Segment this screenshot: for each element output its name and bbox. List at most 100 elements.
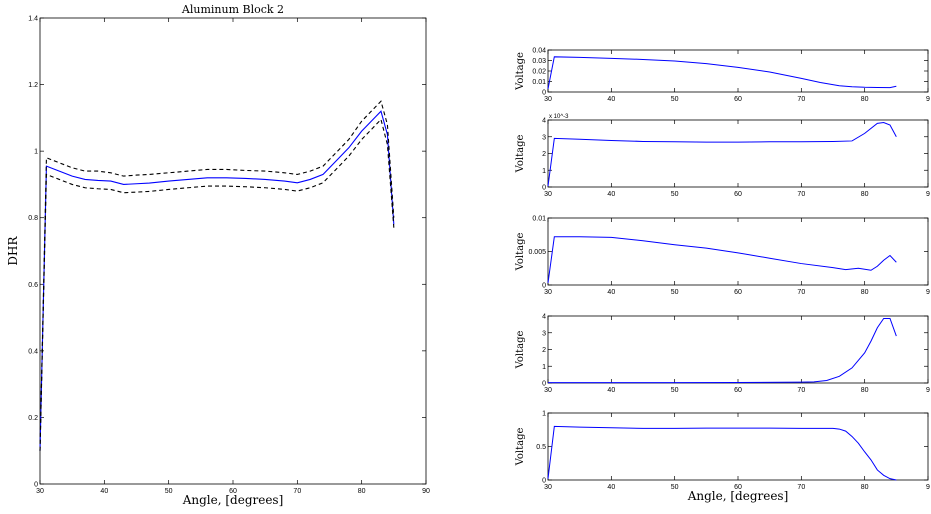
- data-line: [547, 425, 897, 481]
- y-tick-label: 0.01: [532, 216, 546, 223]
- x-tick-label: 60: [734, 289, 742, 296]
- x-tick-label: 60: [229, 488, 237, 495]
- x-tick-label: 60: [734, 484, 742, 491]
- x-tick-label: 50: [671, 484, 679, 491]
- y-tick-label: 0.2: [28, 415, 38, 422]
- dhr-chart: 30 40 50 60 70 80 90 0 0.2 0.4 0.6 0.8 1 1.2 1.4 Alumin…: [6, 3, 430, 507]
- y-axis-label: Voltage: [515, 428, 526, 467]
- y-tick-label: 1: [34, 149, 38, 156]
- y-axis-label: DHR: [6, 235, 20, 265]
- x-tick-label: 70: [797, 191, 805, 198]
- x-tick-label: 9: [926, 289, 930, 296]
- y-tick-label: 1: [542, 411, 546, 418]
- x-axis-label: Angle, [degrees]: [687, 489, 789, 503]
- y-tick-label: 1: [542, 364, 546, 371]
- x-tick-label: 9: [926, 387, 930, 394]
- y-tick-label: 3: [542, 330, 546, 337]
- plot-frame: [547, 49, 929, 93]
- x-tick-label: 40: [607, 387, 615, 394]
- x-tick-label: 30: [544, 387, 552, 394]
- x-tick-label: 60: [734, 96, 742, 103]
- y-tick-label: 0.4: [28, 348, 38, 355]
- x-tick-label: 30: [544, 191, 552, 198]
- x-tick-label: 9: [926, 191, 930, 198]
- y-tick-label: 0: [542, 478, 546, 485]
- y-tick-label: 0.02: [532, 69, 546, 76]
- x-tick-label: 30: [544, 484, 552, 491]
- x-tick-label: 50: [671, 191, 679, 198]
- x-tick-label: 50: [165, 488, 173, 495]
- y-tick-label: 4: [542, 314, 546, 321]
- data-line: [547, 56, 897, 89]
- y-tick-label: 1: [542, 168, 546, 175]
- x-tick-label: 90: [422, 488, 430, 495]
- data-line: [547, 236, 897, 284]
- x-tick-label: 70: [797, 96, 805, 103]
- x-tick-label: 40: [607, 96, 615, 103]
- x-tick-label: 30: [544, 96, 552, 103]
- y-axis-label: Voltage: [515, 52, 526, 91]
- x-tick-label: 50: [671, 289, 679, 296]
- y-tick-label: 0: [34, 482, 38, 489]
- y-axis-label: Voltage: [515, 331, 526, 370]
- y-tick-label: 0.01: [532, 79, 546, 86]
- x-tick-label: 80: [861, 191, 869, 198]
- x-tick-label: 40: [607, 484, 615, 491]
- y-tick-label: 3: [542, 134, 546, 141]
- plot-frame: [547, 412, 929, 481]
- y-tick-label: 1.4: [28, 16, 38, 23]
- plot-frame: [547, 119, 929, 188]
- y-tick-label: 1.2: [28, 82, 38, 89]
- x-tick-label: 40: [100, 488, 108, 495]
- y-axis-label: Voltage: [515, 233, 526, 272]
- x-tick-label: 50: [671, 387, 679, 394]
- x-tick-label: 40: [607, 289, 615, 296]
- x-axis-label: Angle, [degrees]: [182, 493, 284, 507]
- x-tick-label: 80: [861, 387, 869, 394]
- x-tick-label: 80: [358, 488, 366, 495]
- x-tick-label: 60: [734, 191, 742, 198]
- y-tick-label: 0.04: [532, 48, 546, 55]
- y-tick-label: 0.6: [28, 282, 38, 289]
- plot-frame: [547, 217, 929, 286]
- y-tick-label: 0: [542, 283, 546, 290]
- y-tick-label: 0: [542, 90, 546, 97]
- y-tick-label: 0.03: [532, 58, 546, 65]
- x-tick-label: 60: [734, 387, 742, 394]
- plot-frame: [39, 17, 427, 485]
- plot-frame: [547, 315, 929, 384]
- x-tick-label: 9: [926, 96, 930, 103]
- x-tick-label: 50: [671, 96, 679, 103]
- y-tick-label: 2: [542, 347, 546, 354]
- chart-title: Aluminum Block 2: [181, 3, 284, 16]
- x-tick-label: 30: [544, 289, 552, 296]
- x-tick-label: 80: [861, 96, 869, 103]
- y-tick-label: 0: [542, 381, 546, 388]
- y-tick-label: 0.8: [28, 215, 38, 222]
- data-line: [39, 110, 395, 451]
- x-tick-label: 70: [293, 488, 301, 495]
- y-tick-label: 0.005: [528, 249, 546, 256]
- x-tick-label: 70: [797, 484, 805, 491]
- data-line: [547, 121, 897, 187]
- x-tick-label: 70: [797, 387, 805, 394]
- y-axis-label: Voltage: [515, 135, 526, 174]
- x-tick-label: 30: [36, 488, 44, 495]
- data-line: [548, 318, 897, 384]
- x-tick-label: 40: [607, 191, 615, 198]
- y-tick-label: 0: [542, 185, 546, 192]
- x-tick-label: 80: [861, 289, 869, 296]
- dhr-uncertainty-line: [39, 118, 395, 451]
- x-tick-label: 9: [926, 484, 930, 491]
- y-tick-label: 2: [542, 151, 546, 158]
- x-tick-label: 80: [861, 484, 869, 491]
- axis-multiplier: x 10^-3: [549, 114, 569, 120]
- y-tick-label: 0.5: [536, 444, 546, 451]
- dhr-uncertainty-line: [39, 100, 395, 451]
- y-tick-label: 4: [542, 118, 546, 125]
